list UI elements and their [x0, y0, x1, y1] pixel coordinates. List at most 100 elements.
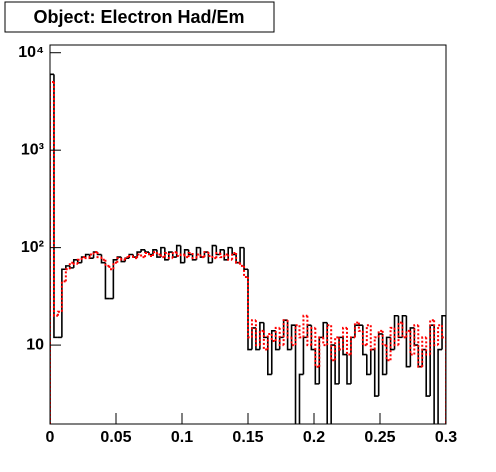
histogram-bin: [270, 330, 276, 375]
histogram-bin: [425, 349, 431, 397]
histogram-bin: [151, 251, 157, 257]
histogram-bin: [381, 330, 387, 347]
histogram-bin: [108, 265, 114, 271]
histogram-bin: [298, 325, 304, 339]
histogram-bin: [397, 315, 403, 339]
histogram-bin: [254, 320, 260, 347]
histogram-bin: [235, 253, 241, 264]
x-tick-label: 0.2: [303, 429, 325, 446]
histogram-bin: [164, 247, 169, 261]
histogram-bin: [92, 251, 98, 255]
histogram-bin: [377, 333, 383, 397]
histogram-bin: [326, 322, 328, 424]
histogram-bin: [191, 254, 197, 261]
histogram-bin: [433, 320, 439, 347]
x-tick-label: 0.1: [171, 429, 193, 446]
y-tick-label: 10: [26, 336, 44, 353]
histogram-bin: [342, 337, 347, 356]
y-tick-label: 10²: [21, 239, 44, 256]
histogram-bin: [302, 314, 308, 338]
histogram-bin: [112, 259, 118, 299]
histogram-bin: [274, 326, 280, 342]
histogram-bin: [179, 253, 185, 257]
histogram-bin: [159, 254, 165, 259]
histogram-bin: [393, 327, 399, 347]
histogram-bin: [366, 354, 371, 376]
histogram-bin: [385, 336, 391, 375]
histogram-bin: [50, 73, 54, 424]
histogram-bin: [417, 325, 423, 368]
histogram-bin: [68, 261, 74, 270]
histogram-bin: [413, 324, 419, 355]
histogram-bin: [263, 322, 268, 339]
histogram-bin: [148, 253, 153, 258]
histogram-bin: [401, 314, 407, 338]
histogram-bin: [80, 256, 86, 260]
histogram-bin: [381, 333, 387, 376]
histogram-bin: [175, 252, 181, 258]
histogram-bin: [338, 337, 344, 351]
histogram-bin: [334, 345, 340, 385]
x-tick-label: 0.3: [435, 429, 457, 446]
histogram-bin: [100, 257, 106, 261]
histogram-bin: [60, 280, 66, 312]
histogram-bin: [267, 337, 272, 376]
histogram-bin: [160, 246, 165, 258]
histogram-bin: [136, 253, 142, 259]
histogram-bin: [179, 245, 185, 264]
histogram-bin: [353, 321, 359, 338]
histogram-bin: [207, 252, 213, 258]
histogram-bin: [195, 246, 201, 260]
histogram-bin: [215, 252, 221, 259]
histogram-bin: [310, 326, 316, 346]
histogram-bin: [361, 330, 367, 347]
histogram-bin: [262, 330, 268, 351]
histogram-bin: [294, 325, 297, 424]
histogram-bin: [104, 262, 110, 300]
histogram-bin: [223, 249, 229, 261]
histogram-bin: [266, 332, 272, 350]
histogram-bin: [155, 252, 161, 256]
histogram-bin: [389, 326, 395, 361]
histogram-bin: [223, 253, 229, 258]
histogram-bin: [152, 249, 157, 255]
histogram-bin: [278, 327, 284, 347]
histogram-bin: [211, 256, 217, 260]
histogram-bin: [207, 252, 213, 264]
histogram-bin: [187, 249, 193, 256]
histogram-bin: [96, 252, 102, 259]
histogram-bin: [191, 253, 197, 260]
histogram-bin: [330, 344, 336, 424]
histogram-bin: [227, 254, 233, 261]
histogram-bin: [199, 254, 205, 259]
histogram-bin: [203, 251, 209, 258]
histogram-bin: [231, 252, 237, 260]
histogram-bin: [124, 256, 130, 260]
y-tick-label: 10³: [21, 141, 44, 158]
histogram-bin: [437, 348, 443, 424]
x-tick-label: 0.05: [100, 429, 131, 446]
histogram-bin: [441, 314, 446, 424]
histogram-bin: [274, 330, 280, 351]
histogram-bin: [298, 373, 304, 424]
histogram-bin: [429, 319, 435, 355]
histogram-bin: [64, 268, 70, 282]
histogram-bin: [401, 322, 407, 339]
histogram-bin: [112, 261, 118, 270]
histogram-bin: [239, 246, 245, 263]
histogram-bin: [132, 256, 138, 260]
histogram-bin: [282, 319, 288, 346]
histogram-bin: [84, 253, 90, 258]
histogram-bin: [50, 81, 54, 424]
histogram-bin: [369, 325, 375, 351]
histogram-bin: [405, 329, 411, 338]
histogram-bin: [258, 329, 264, 346]
histogram-bin: [346, 327, 351, 356]
histogram-bin: [425, 337, 431, 356]
histogram-bin: [330, 325, 336, 362]
histogram-bin: [314, 327, 320, 368]
histogram-bin: [342, 326, 347, 350]
histogram-bin: [116, 257, 122, 263]
y-tick-label: 10⁴: [18, 44, 44, 61]
